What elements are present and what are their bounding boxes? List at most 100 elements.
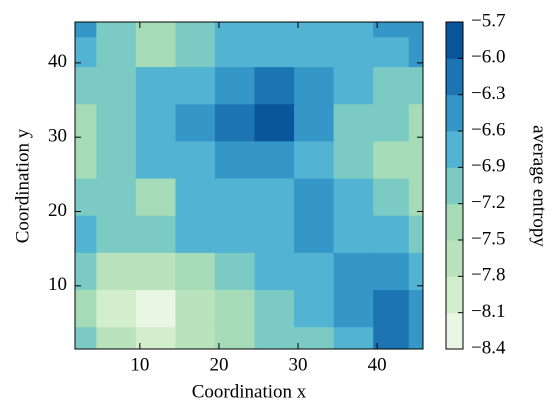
colorbar-band [446, 131, 463, 168]
y-tick-label: 20 [48, 200, 67, 221]
contour-cell [333, 103, 374, 142]
contour-cell [214, 66, 256, 105]
contour-cell [75, 289, 97, 328]
contour-cell [294, 326, 335, 350]
colorbar-band [446, 203, 463, 241]
x-tick-label: 10 [130, 354, 149, 375]
contour-cell [96, 36, 137, 68]
contour-cell [373, 103, 410, 142]
contour-cell [96, 215, 137, 253]
contour-cell [333, 215, 374, 253]
contour-cell [294, 36, 335, 68]
contour-cell [294, 22, 335, 38]
contour-cell [135, 22, 176, 38]
contour-cell [75, 252, 97, 291]
contour-cell [175, 178, 216, 216]
contour-cell [214, 140, 256, 179]
contour-cell [294, 140, 335, 179]
y-axis-label: Coordination y [12, 128, 33, 243]
contour-cell [408, 22, 424, 38]
contour-cell [135, 140, 176, 179]
contour-cell [214, 36, 256, 68]
x-tick-label: 20 [209, 354, 228, 375]
contour-cell [294, 252, 335, 291]
colorbar-label: average entropy [529, 125, 550, 247]
colorbar-frame [445, 21, 464, 350]
contour-cell [254, 66, 295, 105]
contour-cell [175, 36, 216, 68]
contour-cell [333, 289, 374, 328]
colorbar-band [446, 167, 463, 205]
contour-cell [333, 178, 374, 216]
colorbar-tick-label: −7.5 [471, 228, 505, 249]
contour-cell [408, 178, 424, 216]
contour-cell [333, 22, 374, 38]
contour-cell [135, 252, 176, 291]
contour-cell [373, 215, 410, 253]
contour-cell [408, 215, 424, 253]
contour-cell [175, 66, 216, 105]
contour-cell [333, 140, 374, 179]
colorbar-tick-label: −6.3 [471, 83, 505, 104]
contour-cell [75, 178, 97, 216]
colorbar-tick-label: −7.2 [471, 192, 505, 213]
y-tick-label: 40 [48, 51, 67, 72]
contour-cell [373, 289, 410, 328]
x-tick-label: 40 [368, 354, 387, 375]
contour-cell [135, 103, 176, 142]
contour-cell [135, 36, 176, 68]
contour-cell [96, 22, 137, 38]
contour-cell [135, 66, 176, 105]
y-tick-label: 30 [48, 126, 67, 147]
contour-cell [214, 289, 256, 328]
colorbar-band [446, 22, 463, 59]
contour-cell [254, 22, 295, 38]
contour-cell [96, 289, 137, 328]
contour-cell [175, 252, 216, 291]
contour-cell [373, 22, 410, 38]
contour-cell [96, 140, 137, 179]
contour-cell [214, 215, 256, 253]
contour-cell [75, 215, 97, 253]
colorbar-tick-label: −8.4 [471, 337, 506, 358]
colorbar-tick-label: −5.7 [471, 10, 505, 31]
contour-cell [75, 326, 97, 350]
contour-cell [254, 326, 295, 350]
x-axis-label: Coordination x [192, 381, 307, 402]
colorbar-band [446, 94, 463, 132]
contour-cell [408, 66, 424, 105]
contour-cell [214, 326, 256, 350]
contour-cell [214, 22, 256, 38]
contour-cell [333, 326, 374, 350]
contour-cell [408, 140, 424, 179]
contour-cell [135, 326, 176, 350]
contour-cell [408, 289, 424, 328]
contour-cell [96, 252, 137, 291]
contour-cell [373, 66, 410, 105]
colorbar-tick-label: −6.0 [471, 47, 505, 68]
contour-cell [254, 215, 295, 253]
contour-cell [75, 36, 97, 68]
contour-cell [135, 289, 176, 328]
contour-cell [373, 178, 410, 216]
colorbar-tick-label: −6.9 [471, 156, 505, 177]
contour-cell [214, 252, 256, 291]
contour-cell [175, 103, 216, 142]
colorbar-band [446, 58, 463, 96]
contour-cell [75, 103, 97, 142]
contour-cell [294, 215, 335, 253]
contour-cell [175, 215, 216, 253]
contour-cell [214, 178, 256, 216]
contour-cell [254, 289, 295, 328]
contour-cell [373, 326, 410, 350]
contour-cell [175, 326, 216, 350]
contour-cell [254, 140, 295, 179]
contour-cell [214, 103, 256, 142]
x-tick-label: 30 [289, 354, 308, 375]
contour-cell [254, 252, 295, 291]
contour-cell [254, 103, 295, 142]
contour-cell [75, 22, 97, 38]
contour-cell [135, 215, 176, 253]
contour-cell [175, 289, 216, 328]
contour-cell [333, 36, 374, 68]
